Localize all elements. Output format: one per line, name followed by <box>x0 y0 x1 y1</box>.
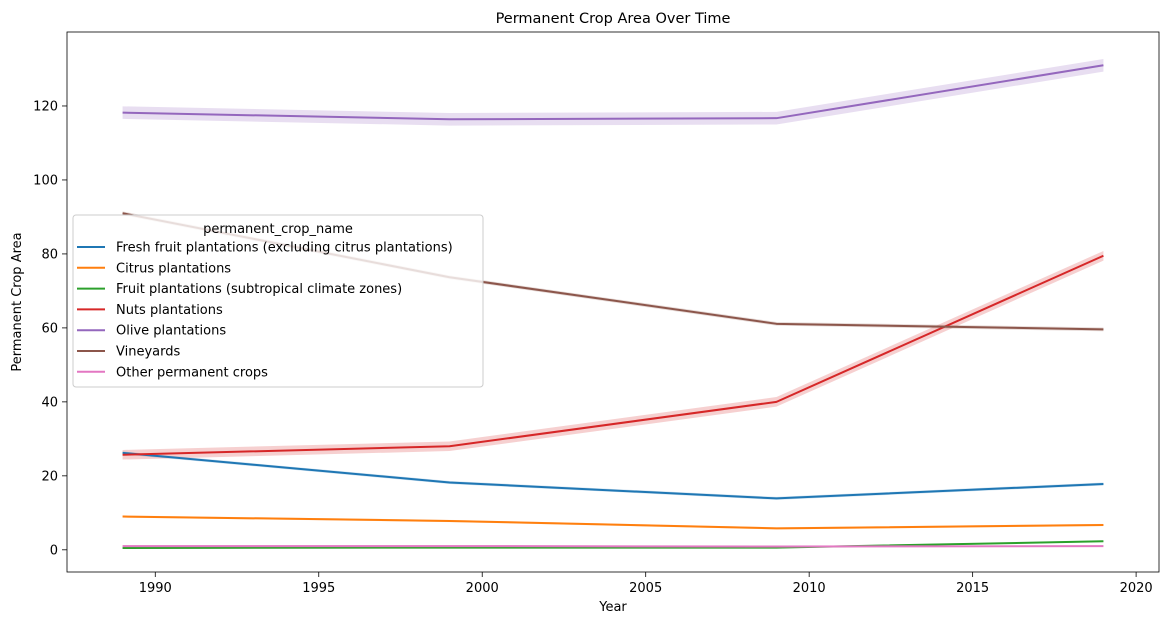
y-tick-label: 120 <box>33 99 58 114</box>
y-tick-label: 80 <box>41 247 58 262</box>
y-tick-label: 60 <box>41 321 58 336</box>
legend-label: Nuts plantations <box>116 303 223 318</box>
series-line-1 <box>123 517 1104 529</box>
legend-label: Citrus plantations <box>116 261 231 276</box>
legend-label: Fruit plantations (subtropical climate z… <box>116 282 402 297</box>
x-tick-label: 1990 <box>139 581 172 596</box>
x-tick-label: 2005 <box>629 581 662 596</box>
y-tick-label: 100 <box>33 173 58 188</box>
x-tick-label: 2020 <box>1120 581 1153 596</box>
chart-title: Permanent Crop Area Over Time <box>496 11 731 27</box>
confidence-band-0 <box>123 451 1104 499</box>
x-tick-label: 2000 <box>466 581 499 596</box>
legend-title: permanent_crop_name <box>203 222 353 237</box>
x-tick-label: 1995 <box>302 581 335 596</box>
legend-label: Other permanent crops <box>116 365 268 380</box>
x-axis-label: Year <box>598 600 627 615</box>
legend-label: Fresh fruit plantations (excluding citru… <box>116 241 453 256</box>
y-tick-label: 0 <box>50 543 58 558</box>
x-tick-label: 2015 <box>956 581 989 596</box>
y-axis-label: Permanent Crop Area <box>10 232 25 371</box>
y-tick-label: 20 <box>41 469 58 484</box>
legend-label: Olive plantations <box>116 324 226 339</box>
x-axis-ticks: 1990 1995 2000 2005 2010 2015 2020 <box>139 572 1153 596</box>
y-axis-ticks: 0 20 40 60 80 100 120 <box>33 99 67 558</box>
y-tick-label: 40 <box>41 395 58 410</box>
legend: permanent_crop_name Fresh fruit plantati… <box>73 215 483 387</box>
x-tick-label: 2010 <box>793 581 826 596</box>
legend-label: Vineyards <box>116 345 180 360</box>
